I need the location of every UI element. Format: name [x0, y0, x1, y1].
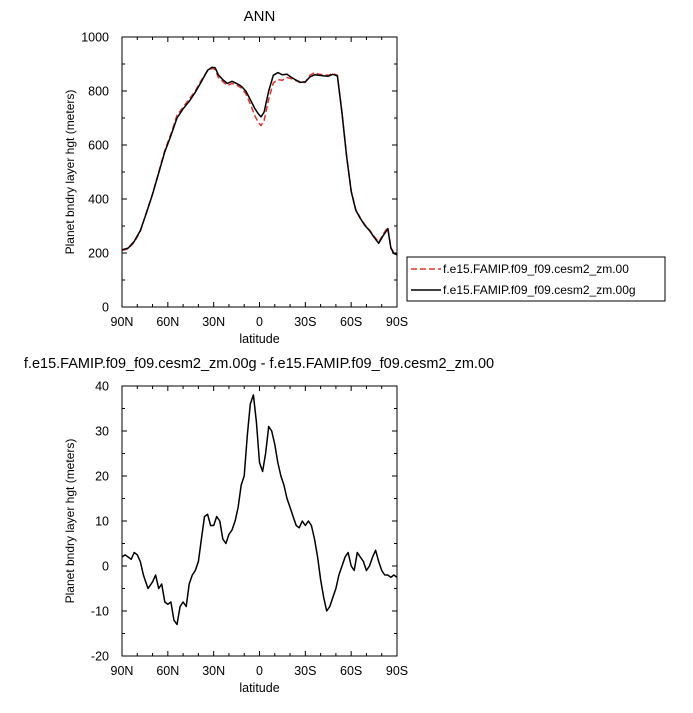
y-tick-label: 30 [95, 425, 109, 439]
y-tick-label: 40 [95, 380, 109, 394]
x-tick-label: 30N [202, 315, 225, 329]
x-tick-label: 0 [256, 315, 263, 329]
y-tick-label: 10 [95, 515, 109, 529]
x-tick-label: 90S [386, 664, 408, 678]
y-tick-label: 0 [102, 301, 109, 315]
y-axis-label: Planet bndry layer hgt (meters) [63, 439, 77, 604]
y-tick-label: 400 [88, 193, 109, 207]
chart-title: f.e15.FAMIP.f09_f09.cesm2_zm.00g - f.e15… [24, 356, 494, 372]
y-tick-label: -20 [91, 650, 109, 664]
y-tick-label: 600 [88, 139, 109, 153]
plot-frame [121, 36, 398, 308]
plot-frame [121, 385, 398, 657]
y-tick-label: 200 [88, 247, 109, 261]
x-tick-label: 60N [156, 664, 179, 678]
y-tick-label: 1000 [81, 31, 109, 45]
x-tick-label: 30N [202, 664, 225, 678]
y-tick-label: -10 [91, 605, 109, 619]
x-tick-label: 60S [340, 315, 362, 329]
x-tick-label: 90N [111, 664, 134, 678]
y-tick-label: 20 [95, 470, 109, 484]
x-tick-label: 60S [340, 664, 362, 678]
y-tick-label: 0 [102, 560, 109, 574]
x-tick-label: 60N [156, 315, 179, 329]
x-tick-label: 90S [386, 315, 408, 329]
x-tick-label: 90N [111, 315, 134, 329]
series-line-1 [121, 394, 398, 626]
x-axis-label: latitude [239, 681, 279, 695]
x-tick-label: 30S [294, 664, 316, 678]
x-tick-label: 30S [294, 315, 316, 329]
y-axis-label: Planet bndry layer hgt (meters) [63, 90, 77, 255]
legend-box [406, 256, 666, 302]
y-tick-label: 800 [88, 85, 109, 99]
chart-title: ANN [244, 8, 276, 25]
series-line-1 [121, 67, 398, 255]
lower-panel: f.e15.FAMIP.f09_f09.cesm2_zm.00g - f.e15… [24, 356, 494, 695]
legend-label-1: f.e15.FAMIP.f09_f09.cesm2_zm.00 [443, 262, 629, 276]
series-line-2 [121, 66, 398, 256]
x-tick-label: 0 [256, 664, 263, 678]
legend-label-2: f.e15.FAMIP.f09_f09.cesm2_zm.00g [443, 283, 636, 297]
x-axis-label: latitude [239, 332, 279, 346]
upper-panel: ANN 90N 60N 30N 0 30S 60S 90S 0 200 400 600 800 1000 l… [63, 8, 666, 346]
